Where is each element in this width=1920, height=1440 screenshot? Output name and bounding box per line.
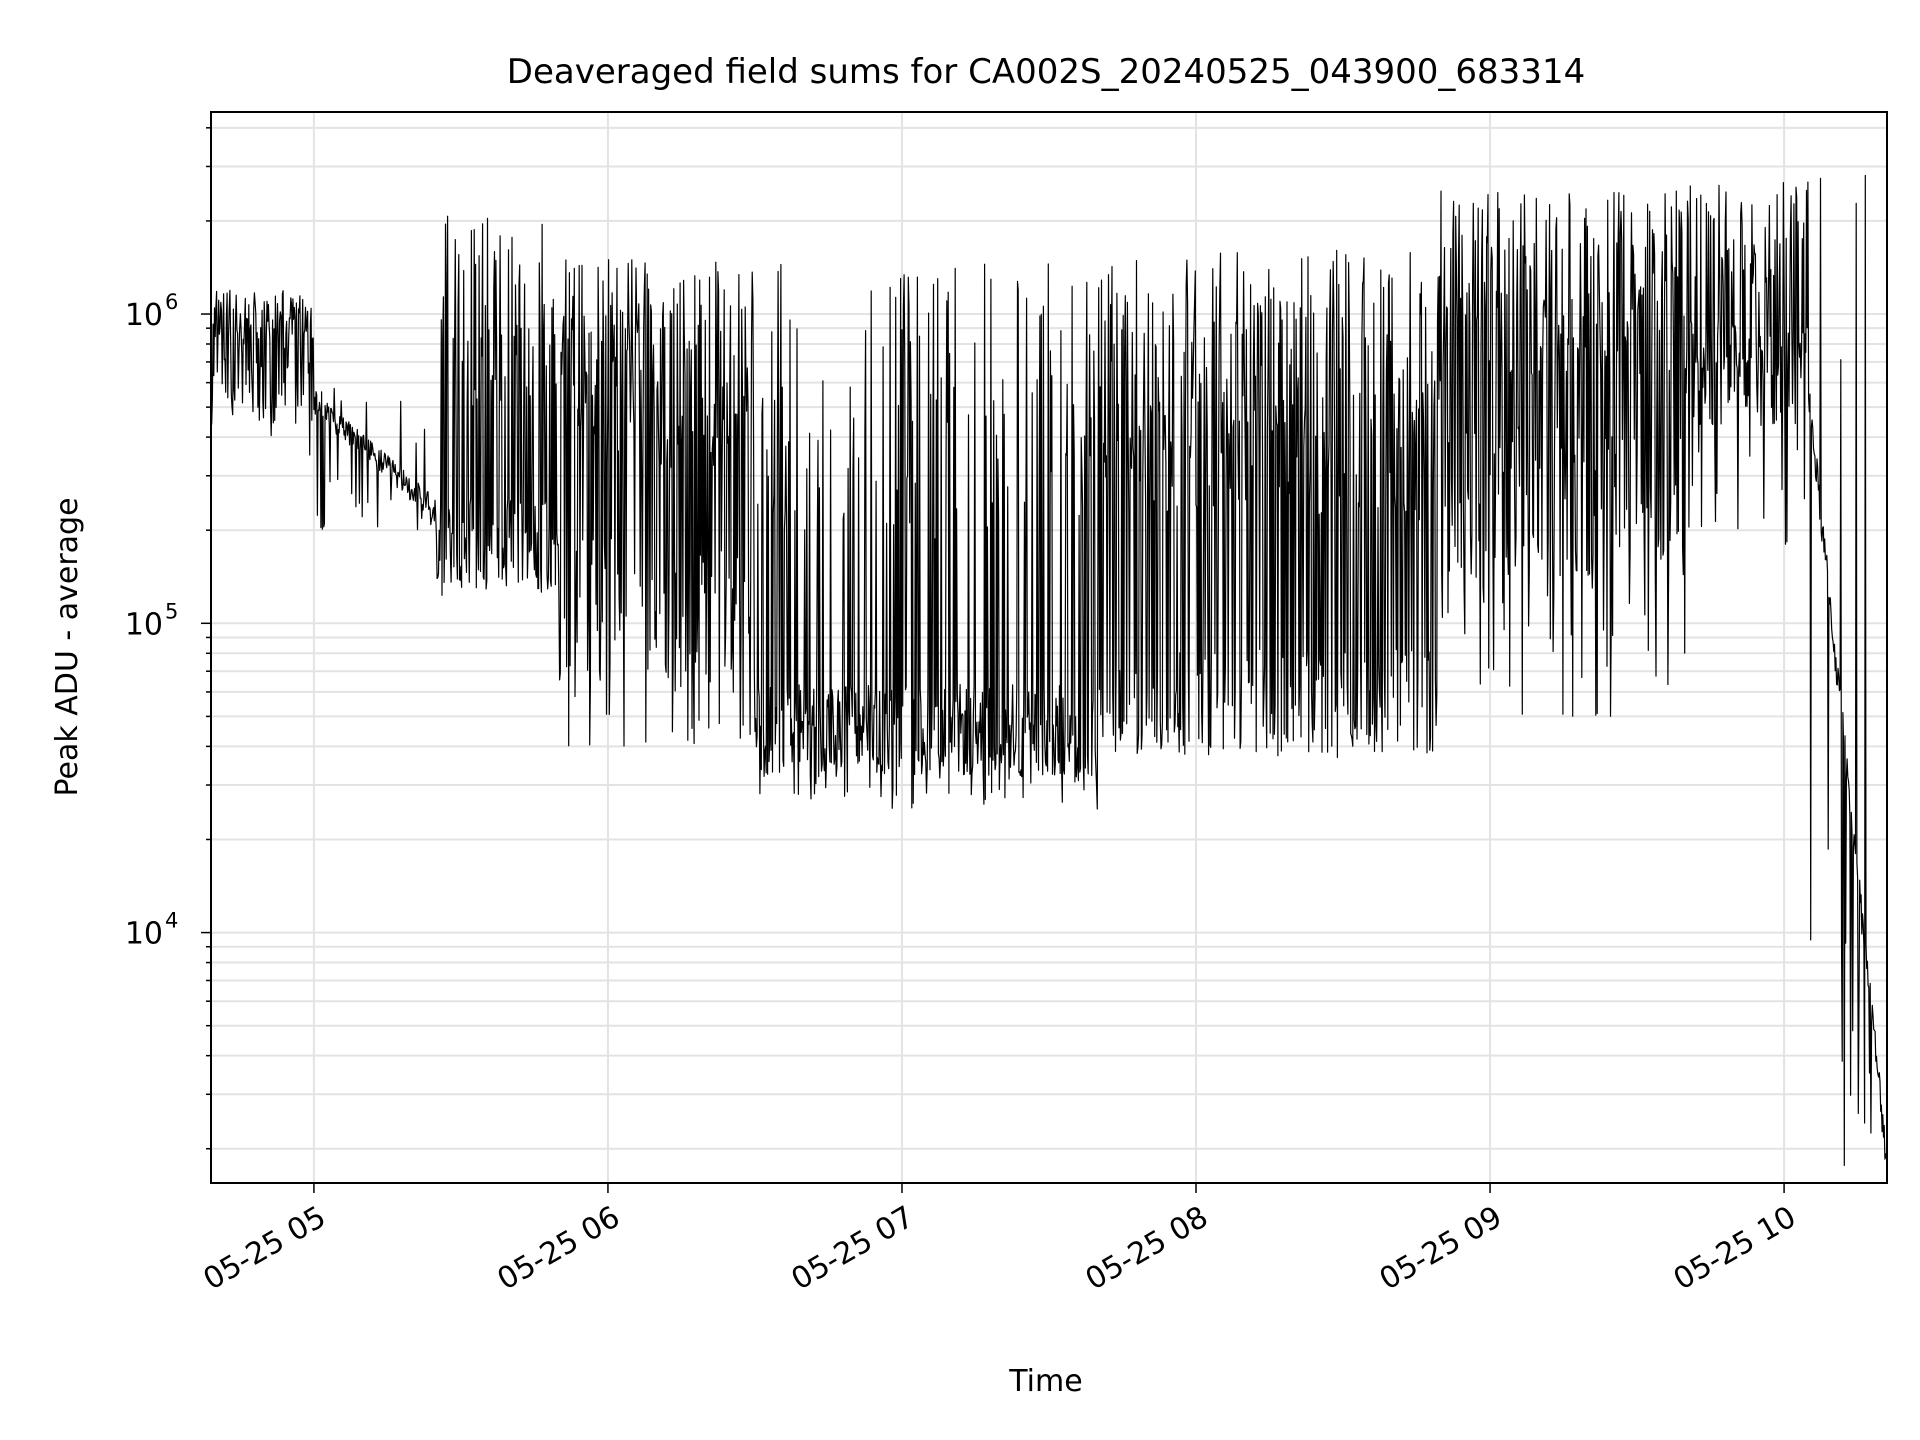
x-axis-label: Time: [1008, 1364, 1082, 1399]
y-tick-base: 10: [125, 917, 163, 952]
y-tick-label: 10 6: [125, 290, 179, 333]
y-tick-label: 10 4: [125, 909, 179, 952]
y-tick-exponent: 6: [165, 290, 178, 314]
y-axis-label: Peak ADU - average: [50, 497, 85, 796]
y-tick-base: 10: [125, 298, 163, 333]
y-tick-label: 10 5: [125, 599, 179, 642]
plot-frame: [210, 111, 1888, 1184]
y-tick-exponent: 5: [165, 599, 178, 623]
chart-title: Deaveraged field sums for CA002S_2024052…: [507, 52, 1585, 92]
y-tick-exponent: 4: [165, 909, 178, 933]
y-tick-base: 10: [125, 607, 163, 642]
series-line: [210, 174, 1887, 1166]
data-series: [210, 174, 1887, 1166]
